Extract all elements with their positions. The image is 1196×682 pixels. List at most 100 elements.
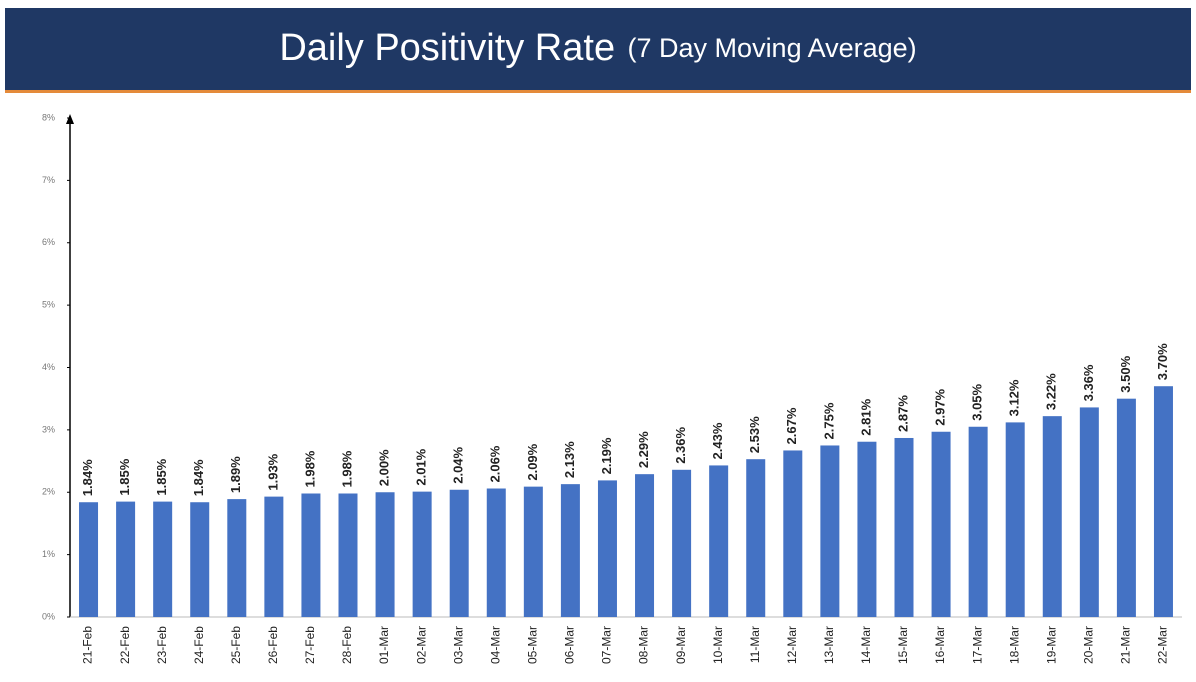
- value-label: 2.06%: [488, 445, 503, 482]
- bar: [375, 492, 395, 617]
- value-label: 2.01%: [414, 448, 429, 485]
- x-tick-label: 13-Mar: [822, 626, 836, 664]
- value-label: 1.98%: [302, 450, 317, 487]
- y-axis-arrow: [66, 114, 74, 124]
- x-tick-label: 27-Feb: [303, 626, 317, 664]
- value-label: 1.84%: [80, 459, 95, 496]
- bar: [79, 502, 99, 617]
- value-label: 2.13%: [562, 441, 577, 478]
- value-label: 3.70%: [1155, 343, 1170, 380]
- x-tick-label: 11-Mar: [748, 626, 762, 663]
- x-tick-label: 26-Feb: [266, 626, 280, 664]
- bar: [672, 469, 692, 617]
- value-label: 3.36%: [1081, 364, 1096, 401]
- y-tick-label: 0%: [42, 611, 55, 621]
- x-tick-label: 20-Mar: [1082, 626, 1096, 664]
- bar: [1042, 416, 1062, 617]
- bar: [783, 450, 803, 617]
- bar: [301, 493, 321, 617]
- chart-title: Daily Positivity Rate: [279, 27, 615, 69]
- x-tick-label: 01-Mar: [377, 626, 391, 664]
- value-label: 2.00%: [377, 449, 392, 486]
- bar: [523, 486, 543, 617]
- bar: [857, 441, 877, 617]
- x-tick-label: 02-Mar: [414, 626, 428, 664]
- value-label: 2.09%: [525, 443, 540, 480]
- x-tick-label: 10-Mar: [711, 626, 725, 664]
- bar: [116, 501, 136, 617]
- bar: [560, 484, 580, 617]
- value-label: 3.22%: [1044, 373, 1059, 410]
- value-label: 2.19%: [599, 437, 614, 474]
- value-label: 1.98%: [339, 450, 354, 487]
- value-label: 3.05%: [970, 383, 985, 420]
- value-label: 3.50%: [1118, 355, 1133, 392]
- value-label: 2.43%: [710, 422, 725, 459]
- y-tick-label: 5%: [42, 300, 55, 310]
- x-tick-label: 22-Feb: [118, 626, 132, 664]
- value-label: 2.75%: [821, 402, 836, 439]
- value-label: 1.93%: [265, 453, 280, 490]
- y-tick-label: 8%: [42, 112, 55, 122]
- value-label: 2.29%: [636, 431, 651, 468]
- bar: [153, 501, 173, 617]
- chart-subtitle: (7 Day Moving Average): [628, 33, 917, 63]
- bar: [820, 445, 840, 617]
- bar: [449, 489, 469, 617]
- x-tick-label: 17-Mar: [970, 626, 984, 664]
- x-tick-label: 14-Mar: [859, 626, 873, 664]
- bar: [968, 426, 988, 617]
- value-label: 2.67%: [784, 407, 799, 444]
- header-rule: [5, 90, 1191, 93]
- x-tick-label: 08-Mar: [637, 626, 651, 664]
- x-tick-label: 18-Mar: [1007, 626, 1021, 664]
- bar: [746, 459, 766, 617]
- chart-heading: Daily Positivity Rate (7 Day Moving Aver…: [279, 27, 916, 69]
- x-tick-label: 28-Feb: [340, 626, 354, 664]
- x-tick-label: 16-Mar: [933, 626, 947, 664]
- bar: [190, 502, 210, 617]
- bar: [709, 465, 729, 617]
- bar: [486, 488, 506, 617]
- value-label: 2.81%: [858, 398, 873, 435]
- x-tick-label: 21-Mar: [1119, 626, 1133, 664]
- bar: [227, 499, 247, 617]
- value-label: 1.85%: [154, 458, 169, 495]
- value-label: 2.36%: [673, 426, 688, 463]
- value-label: 2.53%: [747, 416, 762, 453]
- value-label: 3.12%: [1007, 379, 1022, 416]
- header-band: [5, 8, 1191, 90]
- bar: [338, 493, 358, 617]
- x-tick-label: 04-Mar: [488, 626, 502, 664]
- x-tick-label: 06-Mar: [563, 626, 577, 664]
- y-tick-label: 3%: [42, 424, 55, 434]
- x-tick-label: 07-Mar: [600, 626, 614, 664]
- bar: [635, 474, 655, 617]
- x-tick-label: 09-Mar: [674, 626, 688, 664]
- x-tick-label: 03-Mar: [451, 626, 465, 664]
- bar: [1005, 422, 1025, 617]
- x-tick-label: 21-Feb: [81, 626, 95, 664]
- x-tick-label: 05-Mar: [526, 626, 540, 664]
- bar: [1116, 398, 1136, 617]
- bar: [894, 437, 914, 617]
- bar: [264, 496, 284, 617]
- value-label: 1.84%: [191, 459, 206, 496]
- x-tick-label: 24-Feb: [192, 626, 206, 664]
- bar: [597, 480, 617, 617]
- bar: [412, 491, 432, 617]
- value-label: 2.87%: [895, 395, 910, 432]
- y-tick-label: 4%: [42, 362, 55, 372]
- value-label: 2.97%: [933, 388, 948, 425]
- bar: [1079, 407, 1099, 617]
- bar: [931, 431, 951, 617]
- y-tick-label: 1%: [42, 549, 55, 559]
- x-tick-label: 22-Mar: [1156, 626, 1170, 664]
- value-label: 1.85%: [117, 458, 132, 495]
- y-tick-label: 6%: [42, 237, 55, 247]
- x-tick-label: 12-Mar: [785, 626, 799, 664]
- y-tick-label: 7%: [42, 175, 55, 185]
- x-tick-label: 15-Mar: [896, 626, 910, 664]
- x-tick-label: 23-Feb: [155, 626, 169, 664]
